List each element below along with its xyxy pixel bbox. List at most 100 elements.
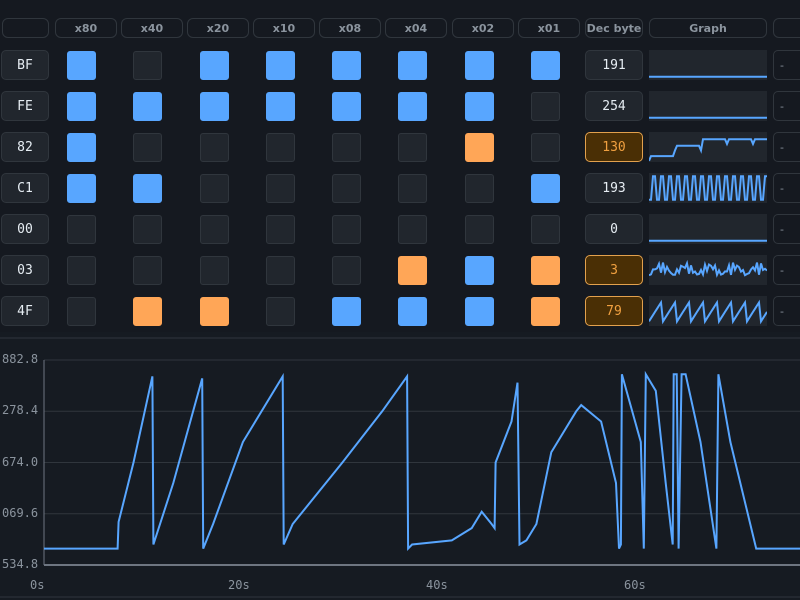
bit-toggle[interactable] bbox=[332, 51, 361, 80]
bit-toggle[interactable] bbox=[332, 133, 361, 162]
bit-toggle[interactable] bbox=[398, 215, 427, 244]
dec-byte-value[interactable]: 191 bbox=[585, 50, 643, 80]
hex-label[interactable]: 03 bbox=[1, 255, 49, 285]
bit-toggle[interactable] bbox=[200, 256, 229, 285]
x-tick-label: 40s bbox=[426, 578, 448, 592]
bit-toggle[interactable] bbox=[266, 215, 295, 244]
bit-toggle[interactable] bbox=[465, 297, 494, 326]
bit-toggle[interactable] bbox=[465, 92, 494, 121]
y-tick-label: 278.4 bbox=[2, 403, 39, 418]
bit-toggle[interactable] bbox=[531, 174, 560, 203]
bit-toggle[interactable] bbox=[133, 51, 162, 80]
bit-toggle[interactable] bbox=[200, 133, 229, 162]
row-action[interactable]: - bbox=[773, 214, 800, 244]
main-chart-panel bbox=[0, 332, 800, 600]
column-header[interactable]: Dec byte bbox=[585, 18, 643, 38]
bit-toggle[interactable] bbox=[266, 133, 295, 162]
bit-toggle[interactable] bbox=[332, 256, 361, 285]
sparkline-trace bbox=[649, 175, 767, 201]
bit-toggle[interactable] bbox=[133, 92, 162, 121]
bit-toggle[interactable] bbox=[133, 256, 162, 285]
bit-toggle[interactable] bbox=[332, 215, 361, 244]
bit-toggle[interactable] bbox=[465, 215, 494, 244]
bit-toggle[interactable] bbox=[465, 174, 494, 203]
bit-toggle[interactable] bbox=[67, 92, 96, 121]
bit-toggle[interactable] bbox=[200, 174, 229, 203]
sparkline-trace bbox=[648, 299, 768, 325]
column-header[interactable] bbox=[2, 18, 49, 38]
row-action[interactable]: - bbox=[773, 173, 800, 203]
bit-toggle[interactable] bbox=[133, 215, 162, 244]
bit-toggle[interactable] bbox=[531, 215, 560, 244]
hex-label[interactable]: 4F bbox=[1, 296, 49, 326]
dec-byte-value[interactable]: 130 bbox=[585, 132, 643, 162]
y-tick-label: 069.6 bbox=[2, 505, 39, 520]
bit-toggle[interactable] bbox=[398, 92, 427, 121]
bit-toggle[interactable] bbox=[531, 133, 560, 162]
column-header[interactable]: x01 bbox=[518, 18, 580, 38]
sparkline bbox=[648, 255, 768, 285]
bit-toggle[interactable] bbox=[531, 51, 560, 80]
row-action[interactable]: - bbox=[773, 91, 800, 121]
column-header[interactable]: x10 bbox=[253, 18, 315, 38]
bit-toggle[interactable] bbox=[465, 51, 494, 80]
hex-label[interactable]: 82 bbox=[1, 132, 49, 162]
bit-toggle[interactable] bbox=[266, 92, 295, 121]
hex-label[interactable]: C1 bbox=[1, 173, 49, 203]
bit-toggle[interactable] bbox=[398, 256, 427, 285]
column-header[interactable]: x04 bbox=[385, 18, 447, 38]
bit-toggle[interactable] bbox=[67, 51, 96, 80]
bit-toggle[interactable] bbox=[67, 297, 96, 326]
column-header[interactable]: x02 bbox=[452, 18, 514, 38]
dec-byte-value[interactable]: 193 bbox=[585, 173, 643, 203]
sparkline bbox=[648, 132, 767, 162]
bit-toggle[interactable] bbox=[398, 174, 427, 203]
row-action[interactable]: - bbox=[773, 296, 800, 326]
column-header[interactable]: Graph bbox=[649, 18, 767, 38]
bit-toggle[interactable] bbox=[67, 133, 96, 162]
bit-toggle[interactable] bbox=[531, 297, 560, 326]
bit-toggle[interactable] bbox=[200, 215, 229, 244]
sparkline bbox=[649, 50, 767, 80]
column-header[interactable]: x40 bbox=[121, 18, 183, 38]
bit-toggle[interactable] bbox=[67, 256, 96, 285]
column-header[interactable]: x80 bbox=[55, 18, 117, 38]
dec-byte-value[interactable]: 254 bbox=[585, 91, 643, 121]
column-header[interactable]: x08 bbox=[319, 18, 381, 38]
bit-toggle[interactable] bbox=[465, 133, 494, 162]
bit-toggle[interactable] bbox=[332, 297, 361, 326]
x-tick-label: 20s bbox=[228, 578, 250, 592]
bit-toggle[interactable] bbox=[133, 133, 162, 162]
bit-toggle[interactable] bbox=[200, 92, 229, 121]
bit-toggle[interactable] bbox=[67, 174, 96, 203]
hex-label[interactable]: 00 bbox=[1, 214, 49, 244]
bit-toggle[interactable] bbox=[200, 51, 229, 80]
bit-toggle[interactable] bbox=[332, 92, 361, 121]
bit-toggle[interactable] bbox=[332, 174, 361, 203]
bit-toggle[interactable] bbox=[266, 51, 295, 80]
bit-toggle[interactable] bbox=[200, 297, 229, 326]
bit-toggle[interactable] bbox=[133, 297, 162, 326]
row-action[interactable]: - bbox=[773, 132, 800, 162]
bit-toggle[interactable] bbox=[266, 174, 295, 203]
bit-toggle[interactable] bbox=[398, 297, 427, 326]
hex-label[interactable]: FE bbox=[1, 91, 49, 121]
dec-byte-value[interactable]: 79 bbox=[585, 296, 643, 326]
bit-toggle[interactable] bbox=[398, 133, 427, 162]
bit-toggle[interactable] bbox=[133, 174, 162, 203]
dec-byte-value[interactable]: 0 bbox=[585, 214, 643, 244]
bit-toggle[interactable] bbox=[67, 215, 96, 244]
bit-toggle[interactable] bbox=[465, 256, 494, 285]
hex-label[interactable]: BF bbox=[1, 50, 49, 80]
bit-toggle[interactable] bbox=[266, 256, 295, 285]
bit-toggle[interactable] bbox=[531, 92, 560, 121]
dec-byte-value[interactable]: 3 bbox=[585, 255, 643, 285]
sparkline bbox=[648, 296, 768, 326]
row-action[interactable]: - bbox=[773, 255, 800, 285]
column-header[interactable]: x20 bbox=[187, 18, 249, 38]
bit-toggle[interactable] bbox=[266, 297, 295, 326]
bit-toggle[interactable] bbox=[531, 256, 560, 285]
column-header[interactable] bbox=[773, 18, 800, 38]
row-action[interactable]: - bbox=[773, 50, 800, 80]
bit-toggle[interactable] bbox=[398, 51, 427, 80]
